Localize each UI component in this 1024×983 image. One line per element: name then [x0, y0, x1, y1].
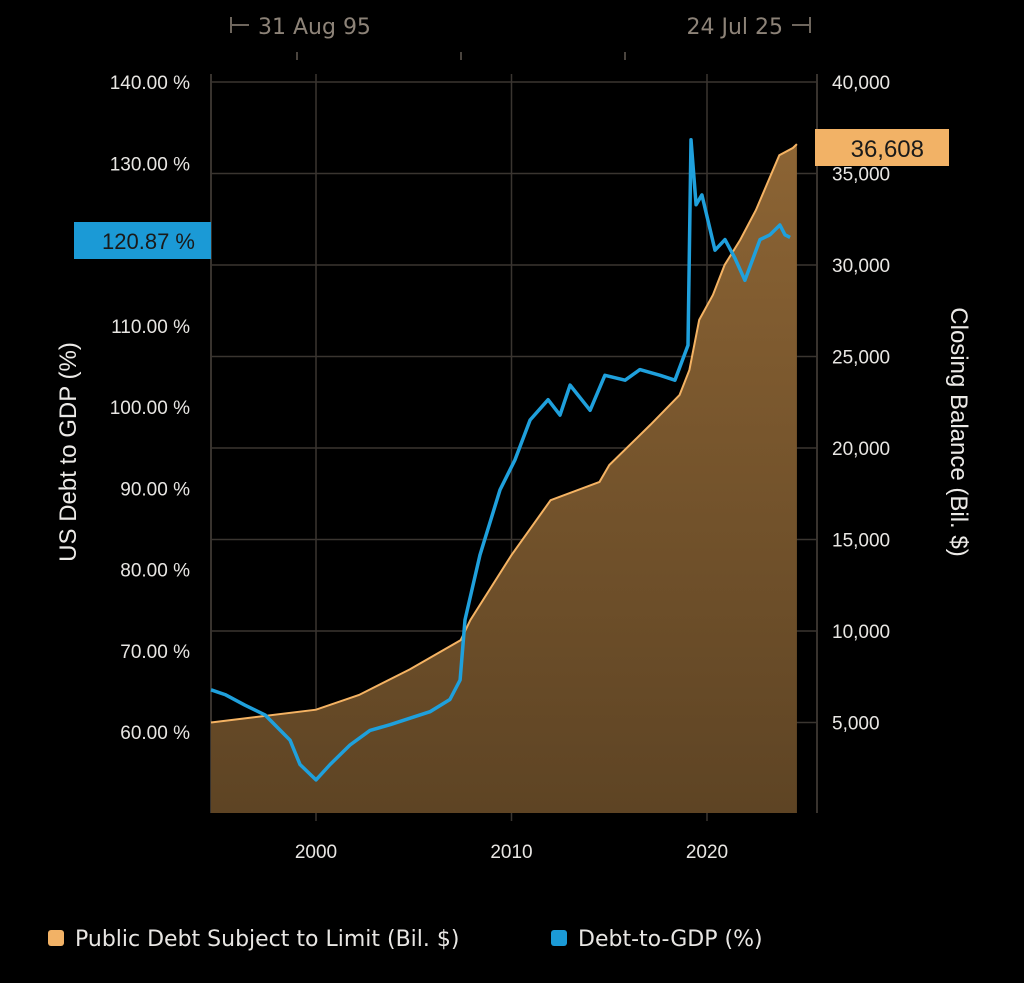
- tick-labels: 2000 2010 2020 140.00 % 130.00 % 110.00 % 100.…: [110, 73, 890, 863]
- latest-gdp-value: 120.87 %: [102, 229, 195, 254]
- legend-label-debt-to-gdp: Debt-to-GDP (%): [578, 927, 763, 952]
- range-end-marker: [792, 17, 811, 33]
- legend: Public Debt Subject to Limit (Bil. $) De…: [48, 927, 763, 952]
- range-start-marker: [230, 17, 249, 33]
- left-tick-label: 90.00 %: [120, 479, 190, 500]
- legend-swatch-debt-to-gdp: [551, 930, 567, 946]
- right-tick-label: 5,000: [832, 714, 880, 735]
- right-tick-label: 25,000: [832, 348, 890, 369]
- left-axis-title: US Debt to GDP (%): [55, 342, 82, 562]
- right-tick-label: 35,000: [832, 165, 890, 186]
- public-debt-line: [210, 143, 798, 724]
- range-start-date: 31 Aug 95: [258, 15, 371, 40]
- public-debt-area: [211, 144, 797, 814]
- right-tick-label: 40,000: [832, 73, 890, 94]
- left-tick-label: 70.00 %: [120, 642, 190, 663]
- latest-gdp-label: 120.87 %: [74, 222, 211, 259]
- debt-to-gdp-line: [210, 137, 791, 782]
- left-tick-label: 100.00 %: [110, 398, 190, 419]
- left-tick-label: 140.00 %: [110, 73, 190, 94]
- legend-swatch-public-debt: [48, 930, 64, 946]
- right-axis-title: Closing Balance (Bil. $): [945, 307, 972, 556]
- right-tick-label: 15,000: [832, 531, 890, 552]
- left-tick-label: 60.00 %: [120, 723, 190, 744]
- x-tick-label: 2020: [686, 842, 728, 863]
- x-tick-label: 2000: [295, 842, 337, 863]
- left-tick-label: 130.00 %: [110, 154, 190, 175]
- range-scrub-ticks: [296, 52, 626, 60]
- legend-item-public-debt[interactable]: Public Debt Subject to Limit (Bil. $): [48, 927, 459, 952]
- left-tick-label: 110.00 %: [111, 317, 190, 338]
- date-range: 31 Aug 95 24 Jul 25: [230, 15, 811, 60]
- right-tick-label: 20,000: [832, 439, 890, 460]
- latest-debt-label: 36,608: [815, 129, 949, 166]
- range-end-date: 24 Jul 25: [686, 15, 783, 40]
- right-tick-label: 30,000: [832, 256, 890, 277]
- left-tick-label: 80.00 %: [120, 561, 190, 582]
- legend-label-public-debt: Public Debt Subject to Limit (Bil. $): [75, 927, 459, 952]
- legend-item-debt-to-gdp[interactable]: Debt-to-GDP (%): [551, 927, 763, 952]
- latest-debt-value: 36,608: [851, 136, 924, 163]
- x-tick-label: 2010: [490, 842, 532, 863]
- right-tick-label: 10,000: [832, 622, 890, 643]
